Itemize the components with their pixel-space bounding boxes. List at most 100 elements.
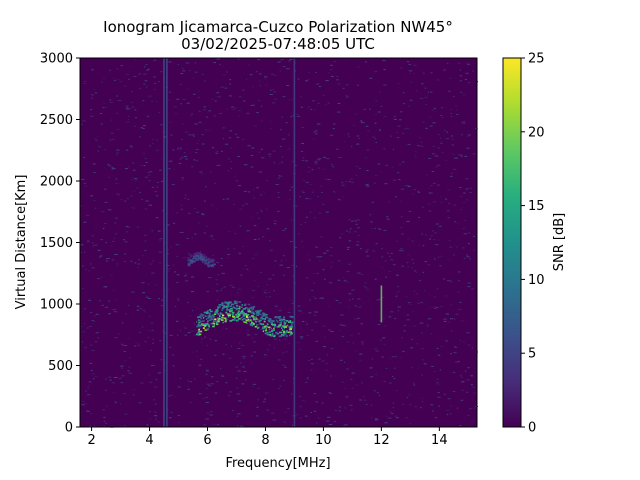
noise-cell bbox=[258, 319, 260, 321]
noise-cell bbox=[220, 368, 221, 369]
noise-cell bbox=[438, 256, 440, 258]
echo-cell bbox=[203, 256, 206, 259]
echo-cell bbox=[219, 318, 222, 320]
noise-cell bbox=[449, 405, 453, 407]
noise-cell bbox=[247, 64, 251, 66]
noise-cell bbox=[443, 393, 446, 395]
noise-cell bbox=[414, 156, 417, 158]
noise-cell bbox=[310, 412, 312, 413]
echo-cell bbox=[200, 323, 204, 325]
noise-cell bbox=[134, 59, 137, 61]
noise-cell bbox=[453, 168, 457, 170]
noise-cell bbox=[252, 216, 254, 218]
noise-cell bbox=[187, 388, 190, 390]
noise-cell bbox=[449, 304, 453, 306]
noise-cell bbox=[125, 105, 129, 107]
noise-cell bbox=[177, 334, 179, 336]
noise-cell bbox=[151, 230, 153, 232]
noise-cell bbox=[235, 133, 238, 135]
noise-cell bbox=[338, 199, 341, 201]
noise-cell bbox=[210, 411, 213, 413]
noise-cell bbox=[257, 80, 261, 82]
echo-cell bbox=[226, 313, 229, 315]
noise-cell bbox=[473, 407, 476, 409]
noise-cell bbox=[81, 123, 83, 125]
echo-cell bbox=[278, 317, 280, 319]
noise-cell bbox=[113, 289, 115, 291]
noise-cell bbox=[257, 387, 261, 389]
noise-cell bbox=[204, 336, 206, 338]
noise-cell bbox=[401, 216, 403, 218]
noise-cell bbox=[418, 216, 421, 218]
echo-cell bbox=[217, 313, 220, 315]
noise-cell bbox=[380, 105, 383, 107]
noise-cell bbox=[112, 391, 115, 393]
noise-cell bbox=[427, 264, 431, 266]
noise-cell bbox=[390, 259, 394, 261]
noise-cell bbox=[322, 94, 325, 96]
noise-cell bbox=[208, 130, 211, 132]
noise-cell bbox=[427, 203, 431, 205]
noise-cell bbox=[280, 326, 282, 328]
noise-cell bbox=[253, 280, 256, 282]
noise-cell bbox=[407, 143, 411, 145]
noise-cell bbox=[320, 185, 323, 187]
echo-cell bbox=[207, 323, 210, 326]
noise-cell bbox=[358, 137, 360, 139]
noise-cell bbox=[134, 179, 138, 181]
noise-cell bbox=[338, 329, 340, 331]
noise-cell bbox=[142, 125, 146, 127]
noise-cell bbox=[95, 225, 97, 227]
noise-cell bbox=[288, 343, 290, 345]
noise-cell bbox=[189, 315, 192, 317]
echo-cell bbox=[283, 316, 286, 318]
noise-cell bbox=[310, 359, 313, 360]
noise-cell bbox=[273, 220, 277, 222]
noise-cell bbox=[242, 268, 245, 270]
echo-cell bbox=[284, 326, 288, 328]
echo-cell bbox=[280, 321, 282, 324]
noise-cell bbox=[411, 193, 415, 195]
echo-cell bbox=[285, 335, 288, 337]
noise-cell bbox=[434, 166, 438, 168]
noise-cell bbox=[384, 325, 386, 327]
noise-cell bbox=[447, 217, 450, 219]
noise-cell bbox=[279, 146, 282, 147]
noise-cell bbox=[206, 412, 209, 414]
noise-cell bbox=[421, 233, 424, 235]
noise-cell bbox=[97, 146, 102, 148]
noise-cell bbox=[180, 73, 184, 75]
noise-cell bbox=[353, 124, 356, 126]
echo-cell bbox=[262, 312, 264, 314]
noise-cell bbox=[287, 408, 290, 410]
noise-cell bbox=[92, 245, 95, 247]
noise-cell bbox=[208, 277, 212, 279]
noise-cell bbox=[375, 142, 377, 143]
y-tick-label: 500 bbox=[48, 359, 73, 374]
noise-cell bbox=[362, 301, 364, 303]
noise-cell bbox=[326, 354, 328, 356]
noise-cell bbox=[356, 135, 360, 137]
noise-cell bbox=[269, 121, 271, 123]
noise-cell bbox=[152, 399, 156, 401]
noise-cell bbox=[385, 164, 388, 166]
echo-cell bbox=[274, 316, 276, 319]
noise-cell bbox=[390, 252, 393, 254]
noise-cell bbox=[199, 171, 203, 173]
noise-cell bbox=[228, 137, 232, 139]
echo-cell bbox=[228, 301, 231, 304]
echo-cell bbox=[251, 315, 253, 317]
noise-cell bbox=[450, 116, 453, 118]
echo-cell bbox=[259, 322, 262, 325]
noise-cell bbox=[154, 191, 157, 193]
noise-cell bbox=[103, 167, 105, 169]
echo-cell bbox=[205, 311, 209, 313]
noise-cell bbox=[316, 159, 321, 161]
echo-cell bbox=[237, 315, 240, 317]
noise-cell bbox=[355, 166, 359, 167]
noise-cell bbox=[186, 237, 190, 239]
noise-cell bbox=[107, 164, 110, 165]
noise-cell bbox=[379, 320, 381, 322]
echo-cell bbox=[196, 333, 199, 336]
echo-cell bbox=[207, 264, 209, 266]
